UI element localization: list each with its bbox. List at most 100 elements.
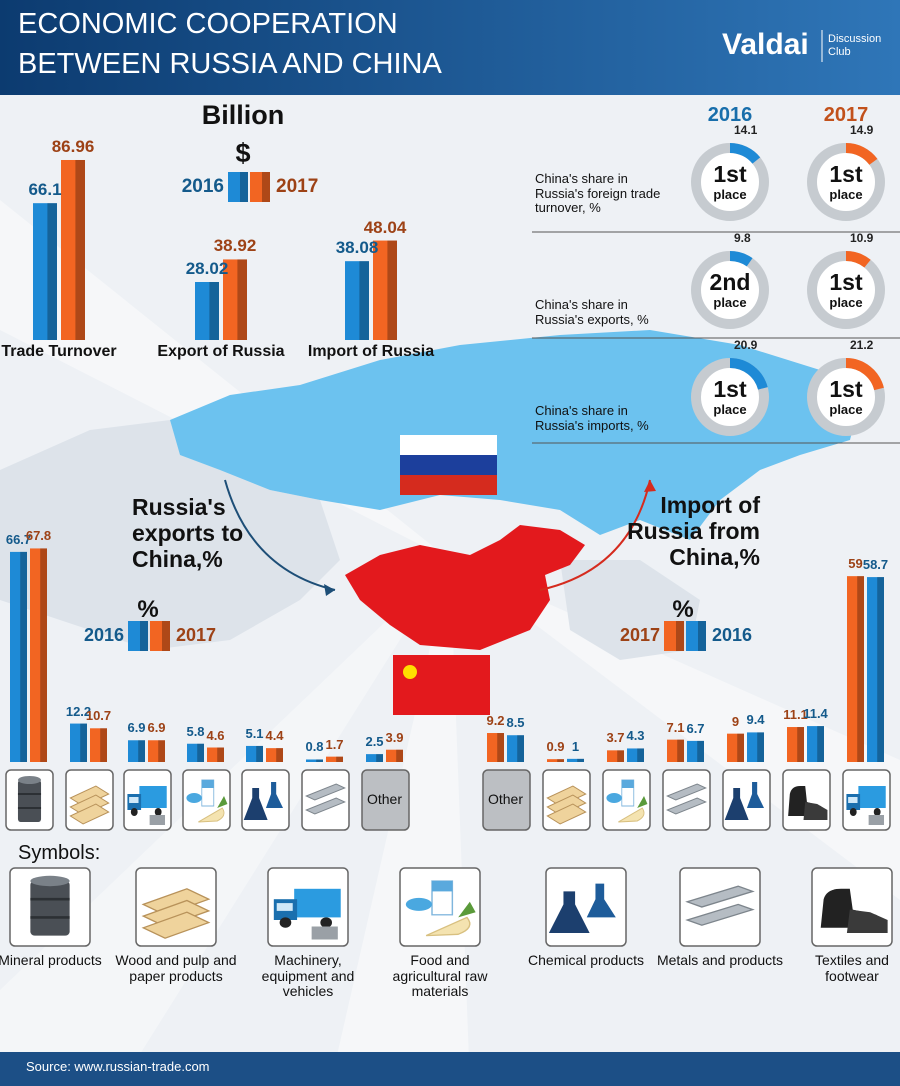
value-label: 86.96 bbox=[51, 136, 95, 156]
legend-swatch-side bbox=[140, 621, 148, 651]
icon bbox=[305, 783, 346, 815]
bar-front bbox=[687, 740, 704, 762]
bar bbox=[30, 548, 47, 762]
icon bbox=[127, 786, 167, 825]
bar-front bbox=[70, 723, 87, 762]
icon-part bbox=[848, 797, 858, 803]
legend-swatch bbox=[150, 621, 170, 651]
bar bbox=[727, 733, 744, 762]
brand-sub: Discussion bbox=[828, 33, 882, 45]
icon-part bbox=[868, 815, 885, 825]
legend-swatch bbox=[228, 172, 248, 202]
icon-part bbox=[69, 803, 110, 825]
symbol-label: Food and agricultural raw materials bbox=[392, 952, 488, 1000]
bar-side bbox=[376, 754, 383, 762]
value-label: 0.9 bbox=[546, 739, 565, 755]
brand-sub: Club bbox=[828, 46, 851, 58]
icon-part bbox=[458, 901, 476, 918]
value-label: 48.04 bbox=[363, 217, 407, 237]
bar bbox=[366, 754, 383, 762]
legend-swatch-front bbox=[686, 621, 706, 651]
bar-side bbox=[387, 240, 397, 340]
bar bbox=[667, 739, 684, 762]
legend-swatch-side bbox=[676, 621, 684, 651]
icon bbox=[685, 885, 755, 926]
bar-side bbox=[637, 748, 644, 762]
land bbox=[0, 420, 340, 650]
icon-part bbox=[305, 783, 346, 801]
icon-box bbox=[662, 769, 711, 831]
icon bbox=[548, 883, 616, 933]
column-year: 2017 bbox=[823, 104, 869, 126]
column-year: 2016 bbox=[707, 104, 753, 126]
bar-side bbox=[757, 732, 764, 762]
legend-swatch-front bbox=[664, 621, 684, 651]
icon-part bbox=[279, 917, 292, 928]
bar-front bbox=[507, 735, 524, 762]
bar-front bbox=[386, 749, 403, 762]
title: ECONOMIC COOPERATION bbox=[18, 8, 398, 40]
chart-title: Russia's exports to China,% bbox=[132, 494, 244, 572]
place-word: place bbox=[713, 402, 747, 417]
bar-front bbox=[30, 548, 47, 762]
donut-arc bbox=[729, 358, 768, 390]
share-label: China's share in Russia's imports, % bbox=[535, 403, 649, 433]
icon-part bbox=[217, 796, 228, 808]
icon-part bbox=[17, 780, 42, 822]
bar bbox=[345, 261, 369, 340]
symbol-label: Textiles and footwear bbox=[815, 952, 889, 984]
flag-star bbox=[403, 665, 417, 679]
value-label: 59 bbox=[848, 556, 863, 572]
value-label: 5.1 bbox=[245, 725, 264, 741]
value-label: 3.9 bbox=[385, 729, 404, 745]
bar-front bbox=[727, 733, 744, 762]
bar-front bbox=[787, 727, 804, 762]
bar bbox=[148, 740, 165, 762]
icon-part bbox=[637, 796, 648, 808]
icon-box bbox=[301, 769, 350, 831]
symbol-label: Wood and pulp and paper products bbox=[115, 952, 237, 984]
place-word: place bbox=[829, 295, 863, 310]
bar bbox=[266, 748, 283, 762]
value-label: 28.02 bbox=[185, 258, 229, 278]
icon-box bbox=[679, 867, 761, 947]
legend-label: 2016 bbox=[181, 176, 224, 197]
category-label: Other bbox=[487, 791, 524, 807]
bar bbox=[547, 759, 564, 762]
legend-swatch-side bbox=[162, 621, 170, 651]
legend-swatch-side bbox=[240, 172, 248, 202]
icon bbox=[273, 888, 341, 940]
value-label: 8.5 bbox=[506, 715, 525, 731]
legend-swatch bbox=[250, 172, 270, 202]
bar-side bbox=[359, 261, 369, 340]
icon-part bbox=[141, 911, 211, 939]
bar-side bbox=[617, 750, 624, 762]
bar bbox=[487, 733, 504, 762]
bar-side bbox=[138, 740, 145, 762]
share-label: China's share in Russia's exports, % bbox=[535, 297, 649, 327]
bar bbox=[747, 732, 764, 762]
legend-swatch-front bbox=[128, 621, 148, 651]
bar-front bbox=[326, 756, 343, 762]
icon-part bbox=[621, 780, 634, 788]
donut-arc bbox=[845, 251, 871, 268]
icon-part bbox=[586, 883, 616, 918]
icon-box bbox=[361, 769, 410, 831]
russia-map bbox=[170, 330, 860, 540]
bar bbox=[90, 728, 107, 762]
value-label: 21.2 bbox=[850, 338, 874, 352]
bar bbox=[223, 259, 247, 340]
header-bar bbox=[0, 0, 900, 95]
bar-side bbox=[197, 743, 204, 762]
bar-side bbox=[20, 551, 27, 762]
icon bbox=[606, 779, 648, 823]
value-label: 14.1 bbox=[734, 123, 758, 137]
icon-part bbox=[17, 776, 42, 784]
icon-part bbox=[198, 807, 225, 823]
place-rank: 1st bbox=[713, 161, 747, 187]
bar-side bbox=[237, 259, 247, 340]
value-label: 4.3 bbox=[626, 728, 645, 744]
bar bbox=[10, 551, 27, 762]
bar-side bbox=[75, 159, 85, 340]
